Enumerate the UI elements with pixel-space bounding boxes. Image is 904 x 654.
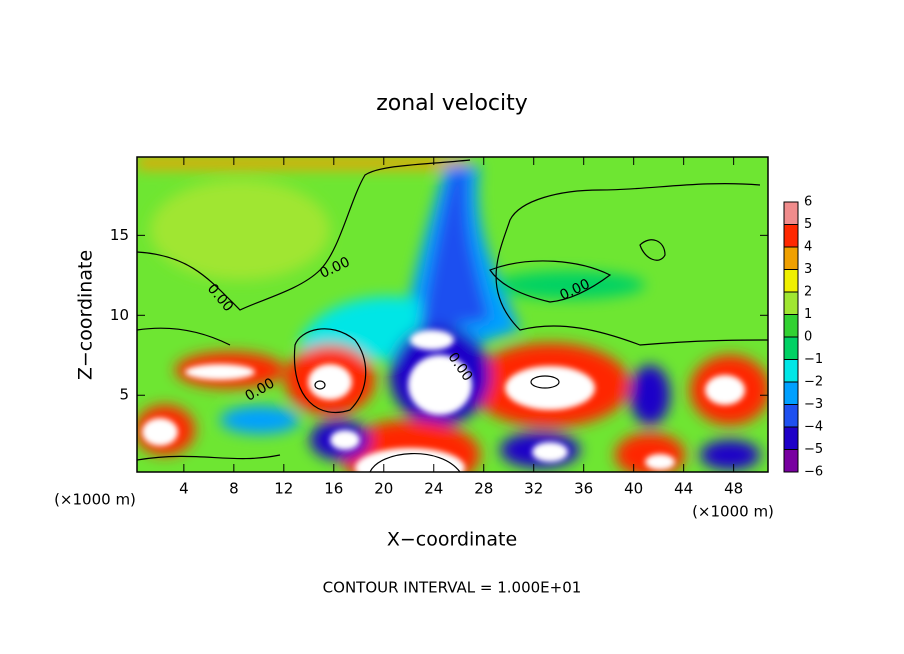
x-tick-label: 16: [324, 480, 343, 498]
colorbar-label: −3: [804, 397, 823, 412]
colorbar-swatch: [783, 449, 799, 473]
x-tick-label: 32: [524, 480, 543, 498]
y-tick-label: 10: [110, 306, 129, 324]
colorbar-label: 5: [804, 217, 812, 232]
x-tick-label: 48: [724, 480, 743, 498]
x-tick-label: 24: [424, 480, 443, 498]
x-axis-label: X−coordinate: [387, 529, 517, 551]
chart-title: zonal velocity: [376, 91, 528, 116]
colorbar-swatch: [783, 314, 799, 338]
footer: CONTOUR INTERVAL = 1.000E+01: [323, 579, 582, 597]
x-unit: (×1000 m): [692, 503, 774, 521]
x-unit: (×1000 m): [54, 491, 136, 509]
colorbar-label: −6: [804, 465, 823, 480]
colorbar-label: −1: [804, 352, 823, 367]
colorbar-label: 4: [804, 240, 812, 255]
plot-frame: [136, 156, 769, 473]
colorbar-swatch: [783, 246, 799, 270]
x-tick-label: 28: [474, 480, 493, 498]
colorbar-label: 2: [804, 285, 812, 300]
colorbar-swatch: [783, 291, 799, 315]
colorbar-swatch: [783, 359, 799, 383]
contour-field: [137, 157, 768, 472]
colorbar-swatch: [783, 269, 799, 293]
colorbar-label: 0: [804, 330, 812, 345]
colorbar-swatch: [783, 381, 799, 405]
colorbar-swatch: [783, 336, 799, 360]
colorbar-label: −5: [804, 442, 823, 457]
y-axis-label: Z−coordinate: [75, 250, 97, 380]
x-tick-label: 44: [674, 480, 693, 498]
colorbar-label: 6: [804, 195, 812, 210]
x-tick-label: 4: [179, 480, 189, 498]
x-tick-label: 36: [574, 480, 593, 498]
axes: 4 8 12 16 20 24 28 32 36 40 44 4851015−6−5−4−3−2−10…: [110, 157, 823, 498]
colorbar-swatch: [783, 404, 799, 428]
x-tick-label: 40: [624, 480, 643, 498]
colorbar-swatch: [783, 224, 799, 248]
colorbar-label: −4: [804, 420, 823, 435]
colorbar-label: 3: [804, 262, 812, 277]
y-tick-label: 15: [110, 226, 129, 244]
colorbar-label: −2: [804, 375, 823, 390]
colorbar-swatch: [783, 426, 799, 450]
x-tick-label: 8: [229, 480, 239, 498]
colorbar-swatch: [783, 201, 799, 225]
x-tick-label: 12: [274, 480, 293, 498]
x-tick-label: 20: [374, 480, 393, 498]
colorbar-label: 1: [804, 307, 812, 322]
y-tick-label: 5: [119, 386, 129, 404]
